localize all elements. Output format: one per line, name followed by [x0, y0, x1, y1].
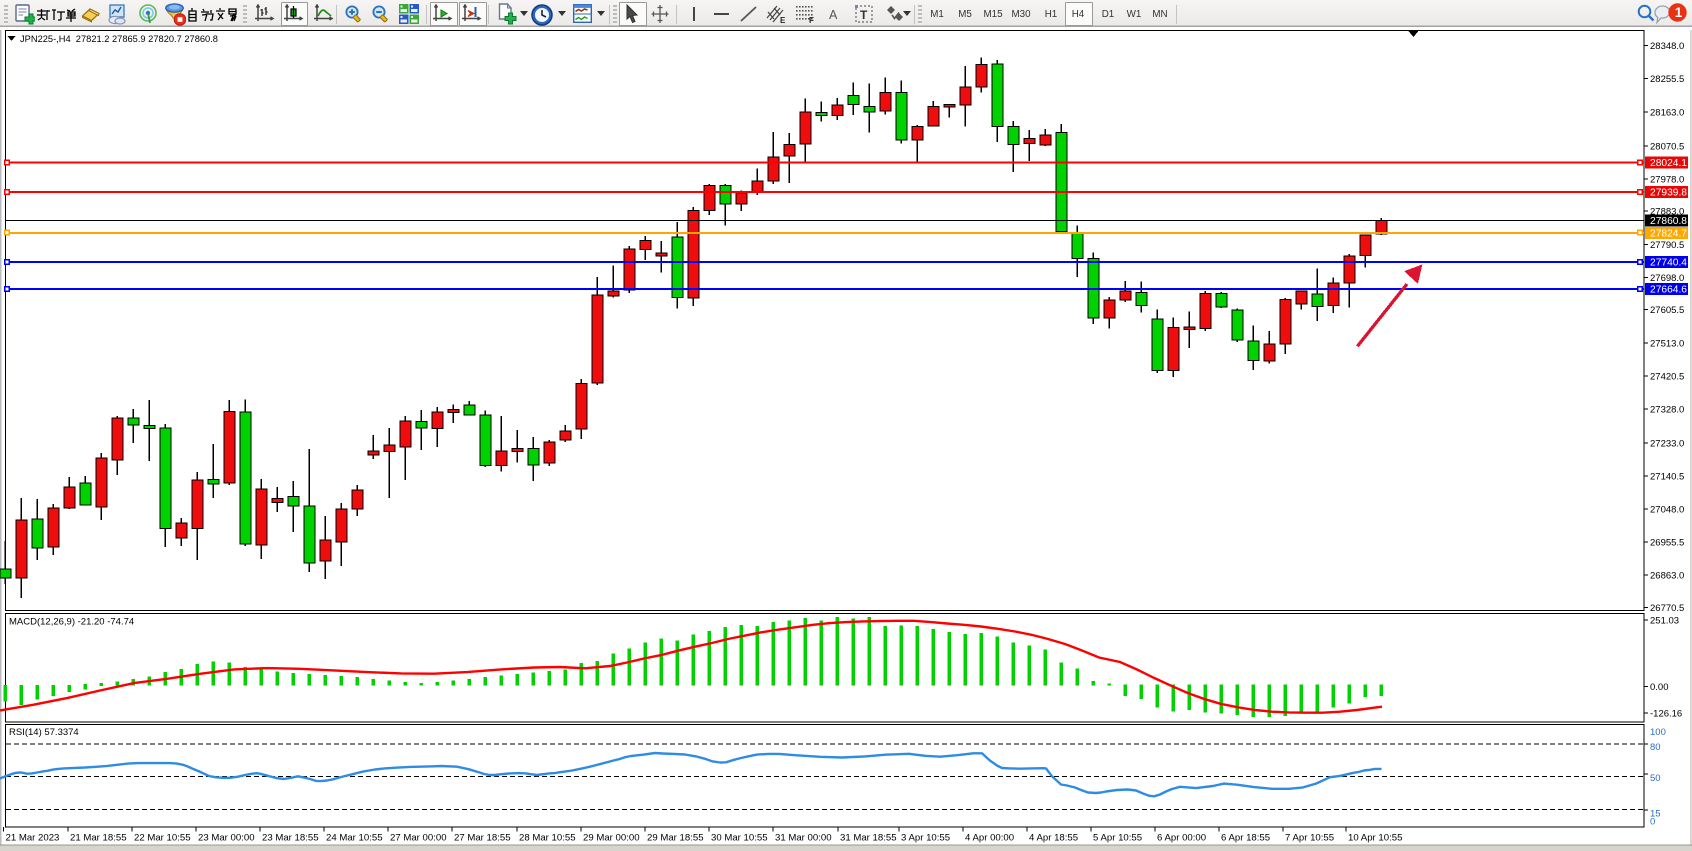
svg-text:MACD(12,26,9) -21.20 -74.74: MACD(12,26,9) -21.20 -74.74: [9, 617, 134, 628]
svg-text:27790.5: 27790.5: [1650, 240, 1684, 251]
svg-text:0: 0: [1650, 816, 1655, 827]
svg-text:23 Mar 00:00: 23 Mar 00:00: [198, 833, 255, 844]
svg-text:0.00: 0.00: [1650, 682, 1669, 693]
svg-text:26770.5: 26770.5: [1650, 603, 1684, 614]
svg-text:27883.0: 27883.0: [1650, 207, 1684, 218]
svg-text:T: T: [860, 8, 868, 22]
svg-text:27740.4: 27740.4: [1650, 258, 1687, 269]
svg-text:28255.5: 28255.5: [1650, 74, 1684, 85]
svg-text:6 Apr 00:00: 6 Apr 00:00: [1157, 833, 1206, 844]
svg-text:27513.0: 27513.0: [1650, 339, 1684, 350]
svg-text:27140.5: 27140.5: [1650, 472, 1684, 483]
svg-text:251.03: 251.03: [1650, 616, 1679, 627]
svg-text:28 Mar 10:55: 28 Mar 10:55: [519, 833, 576, 844]
svg-text:RSI(14) 57.3374: RSI(14) 57.3374: [9, 727, 79, 738]
svg-text:22 Mar 10:55: 22 Mar 10:55: [134, 833, 191, 844]
svg-text:3 Apr 10:55: 3 Apr 10:55: [901, 833, 950, 844]
svg-text:1: 1: [1675, 5, 1683, 20]
svg-text:10 Apr 10:55: 10 Apr 10:55: [1348, 833, 1402, 844]
svg-text:F: F: [809, 16, 814, 25]
svg-text:6 Apr 18:55: 6 Apr 18:55: [1221, 833, 1270, 844]
svg-text:28070.5: 28070.5: [1650, 141, 1684, 152]
svg-text:29 Mar 18:55: 29 Mar 18:55: [647, 833, 704, 844]
svg-text:4 Apr 18:55: 4 Apr 18:55: [1029, 833, 1078, 844]
svg-text:-126.16: -126.16: [1650, 709, 1682, 720]
svg-text:50: 50: [1650, 773, 1661, 784]
svg-text:30 Mar 10:55: 30 Mar 10:55: [711, 833, 768, 844]
svg-text:27048.0: 27048.0: [1650, 505, 1684, 516]
svg-text:7 Apr 10:55: 7 Apr 10:55: [1285, 833, 1334, 844]
svg-text:5 Apr 10:55: 5 Apr 10:55: [1093, 833, 1142, 844]
svg-text:27824.7: 27824.7: [1650, 228, 1687, 239]
svg-text:29 Mar 00:00: 29 Mar 00:00: [583, 833, 640, 844]
svg-text:21 Mar 18:55: 21 Mar 18:55: [70, 833, 127, 844]
svg-text:28163.0: 28163.0: [1650, 107, 1684, 118]
svg-text:27605.5: 27605.5: [1650, 305, 1684, 316]
svg-text:24 Mar 10:55: 24 Mar 10:55: [326, 833, 383, 844]
svg-text:27664.6: 27664.6: [1650, 285, 1687, 296]
svg-text:27860.8: 27860.8: [1650, 216, 1687, 227]
svg-text:15: 15: [1650, 808, 1661, 819]
svg-text:100: 100: [1650, 727, 1666, 738]
svg-text:27233.0: 27233.0: [1650, 438, 1684, 449]
svg-text:27698.0: 27698.0: [1650, 273, 1684, 284]
svg-text:27939.8: 27939.8: [1650, 188, 1687, 199]
svg-text:28348.0: 28348.0: [1650, 41, 1684, 52]
svg-text:27978.0: 27978.0: [1650, 174, 1684, 185]
svg-text:E: E: [780, 16, 786, 25]
svg-text:27420.5: 27420.5: [1650, 372, 1684, 383]
svg-text:21 Mar 2023: 21 Mar 2023: [6, 833, 60, 844]
svg-text:JPN225-,H4 27821.2 27865.9 27: JPN225-,H4 27821.2 27865.9 27820.7 27860…: [20, 34, 218, 44]
svg-text:80: 80: [1650, 742, 1661, 753]
svg-text:28024.1: 28024.1: [1650, 158, 1687, 169]
svg-text:26863.0: 26863.0: [1650, 571, 1684, 582]
svg-text:27328.0: 27328.0: [1650, 405, 1684, 416]
svg-text:27 Mar 00:00: 27 Mar 00:00: [390, 833, 447, 844]
svg-text:31 Mar 18:55: 31 Mar 18:55: [840, 833, 897, 844]
svg-text:26955.5: 26955.5: [1650, 538, 1684, 549]
svg-text:31 Mar 00:00: 31 Mar 00:00: [775, 833, 832, 844]
svg-text:4 Apr 00:00: 4 Apr 00:00: [965, 833, 1014, 844]
svg-text:23 Mar 18:55: 23 Mar 18:55: [262, 833, 319, 844]
svg-text:27 Mar 18:55: 27 Mar 18:55: [454, 833, 511, 844]
